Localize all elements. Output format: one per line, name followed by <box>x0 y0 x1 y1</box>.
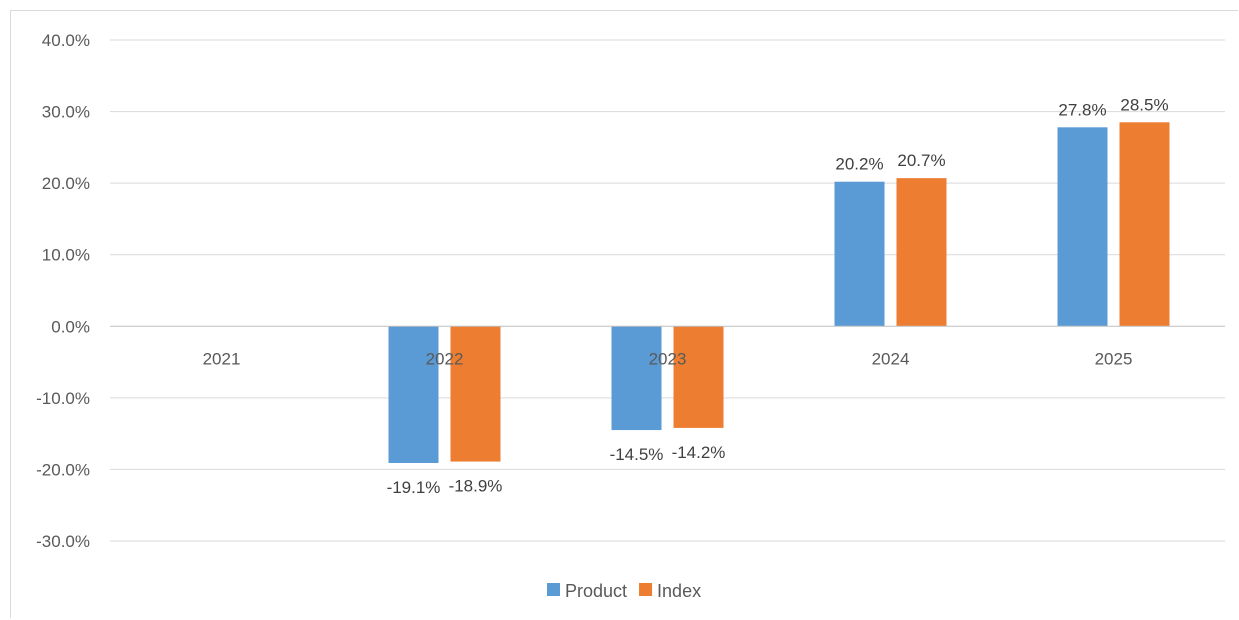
legend-swatch-index <box>639 583 653 596</box>
data-label: 28.5% <box>1120 95 1168 114</box>
bar-product <box>834 181 885 327</box>
bar-product <box>611 326 662 431</box>
y-tick-label: 0.0% <box>51 317 90 336</box>
data-label: 20.7% <box>897 151 945 170</box>
y-tick-label: 30.0% <box>42 103 90 122</box>
y-axis-ticks: 40.0% 30.0% 20.0% 10.0% 0.0% -10.0% -20.0% -30.… <box>36 31 90 551</box>
gridlines <box>110 39 1225 542</box>
legend-label-index: Index <box>657 581 701 601</box>
x-tick-label: 2025 <box>1095 349 1133 368</box>
data-label: -18.9% <box>449 477 503 496</box>
bar-index <box>450 326 501 462</box>
chart-frame <box>10 10 1238 618</box>
x-tick-label: 2024 <box>872 349 910 368</box>
data-label: 20.2% <box>835 155 883 174</box>
y-tick-label: -20.0% <box>36 460 90 479</box>
x-tick-label: 2022 <box>426 349 464 368</box>
bar-index <box>673 326 724 428</box>
data-label: -14.5% <box>610 445 664 464</box>
x-tick-label: 2021 <box>203 349 241 368</box>
y-tick-label: -10.0% <box>36 389 90 408</box>
legend: Product Index <box>547 581 701 601</box>
y-tick-label: -30.0% <box>36 532 90 551</box>
x-axis-ticks: 2021 2022 2023 2024 2025 <box>203 349 1133 368</box>
y-tick-label: 40.0% <box>42 31 90 50</box>
bar-product <box>1057 127 1108 327</box>
x-tick-label: 2023 <box>649 349 687 368</box>
y-tick-label: 10.0% <box>42 246 90 265</box>
y-tick-label: 20.0% <box>42 174 90 193</box>
bar-product <box>388 326 439 463</box>
legend-label-product: Product <box>565 581 627 601</box>
data-labels: -19.1% -18.9% -14.5% -14.2% 20.2% 20.7% 27.8% 2… <box>387 95 1169 497</box>
bars <box>388 122 1170 463</box>
data-label: 27.8% <box>1058 100 1106 119</box>
data-label: -14.2% <box>672 443 726 462</box>
legend-swatch-product <box>547 583 560 596</box>
bar-index <box>1119 122 1170 327</box>
data-label: -19.1% <box>387 478 441 497</box>
bar-index <box>896 178 947 327</box>
